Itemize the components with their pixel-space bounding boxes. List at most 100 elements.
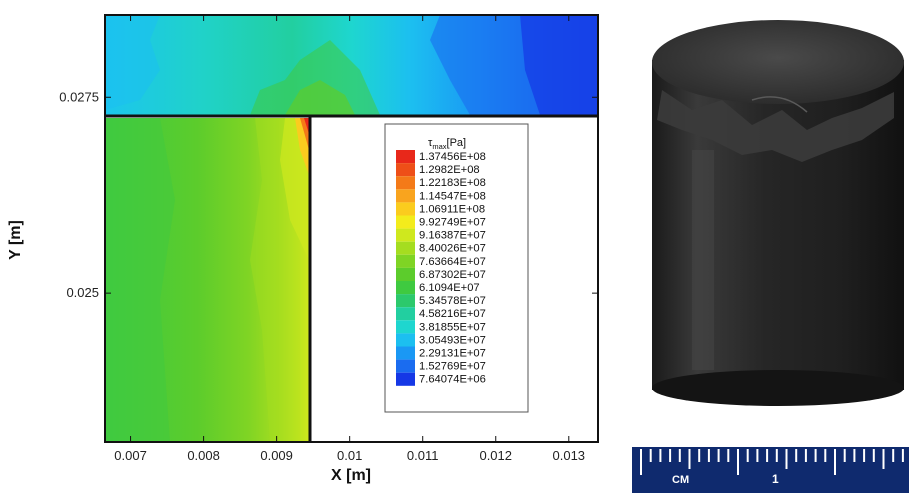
ruler-tick — [872, 449, 875, 462]
legend-label: 1.52769E+07 — [419, 361, 486, 373]
legend-swatch — [396, 307, 415, 321]
legend-swatch — [396, 189, 415, 203]
legend-swatch — [396, 241, 415, 255]
ruler-tick — [756, 449, 759, 462]
ruler-tick — [707, 449, 710, 462]
legend-swatch — [396, 372, 415, 386]
ruler-tick — [901, 449, 904, 462]
legend: τmax[Pa] 1.37456E+081.2982E+081.22183E+0… — [384, 123, 529, 413]
legend-label: 7.64074E+06 — [419, 374, 486, 386]
legend-label: 1.37456E+08 — [419, 151, 486, 163]
legend-label: 1.14547E+08 — [419, 190, 486, 202]
legend-swatch — [396, 320, 415, 334]
legend-label: 2.29131E+07 — [419, 348, 486, 360]
legend-label: 3.81855E+07 — [419, 321, 486, 333]
specimen-bottom — [652, 370, 904, 406]
x-axis-label: X [m] — [331, 467, 371, 484]
contour-plot: 0.007 0.008 0.009 0.01 0.011 0.012 0.013 0.027… — [7, 14, 599, 484]
specimen-highlight — [692, 150, 714, 370]
ruler-tick — [804, 449, 807, 462]
legend-label: 1.22183E+08 — [419, 177, 486, 189]
ruler-number-label: 1 — [772, 472, 779, 486]
legend-swatch — [396, 150, 415, 164]
legend-swatch — [396, 163, 415, 177]
legend-label: 9.92749E+07 — [419, 217, 486, 229]
x-tick-label: 0.012 — [479, 448, 512, 463]
contour-band-top-2 — [250, 40, 380, 115]
legend-swatch — [396, 333, 415, 347]
y-axis-label: Y [m] — [7, 220, 24, 260]
legend-label: 6.87302E+07 — [419, 269, 486, 281]
specimen-photo: CM 1 — [632, 20, 909, 493]
ruler-tick — [727, 449, 730, 462]
y-axis: 0.0275 0.025 — [59, 89, 598, 300]
legend-swatch — [396, 281, 415, 295]
ruler-tick — [698, 449, 701, 462]
legend-swatch — [396, 215, 415, 229]
ruler-tick — [882, 449, 885, 469]
x-tick-label: 0.009 — [260, 448, 293, 463]
contour-field — [105, 15, 598, 442]
x-tick-label: 0.01 — [337, 448, 362, 463]
legend-title-main: τ — [428, 137, 433, 149]
y-tick-label: 0.0275 — [59, 89, 99, 104]
legend-items: 1.37456E+081.2982E+081.22183E+081.14547E… — [396, 150, 486, 386]
ruler-tick — [892, 449, 895, 462]
contour-band-bottom-6 — [304, 118, 309, 134]
x-tick-label: 0.013 — [553, 448, 586, 463]
y-tick-label: 0.025 — [66, 285, 99, 300]
plot-frame — [104, 14, 599, 443]
ruler-background — [632, 447, 909, 493]
specimen-top-face — [652, 20, 904, 104]
ruler-tick — [863, 449, 866, 462]
x-axis: 0.007 0.008 0.009 0.01 0.011 0.012 0.013 — [114, 15, 585, 463]
ruler-tick — [649, 449, 652, 462]
ruler-tick — [717, 449, 720, 462]
legend-label: 4.58216E+07 — [419, 308, 486, 320]
legend-swatch — [396, 176, 415, 190]
legend-label: 3.05493E+07 — [419, 334, 486, 346]
contour-band-bottom-1 — [105, 118, 175, 442]
x-tick-label: 0.007 — [114, 448, 147, 463]
legend-swatch — [396, 294, 415, 308]
ruler-unit-label: CM — [672, 474, 689, 486]
legend-label: 1.06911E+08 — [419, 203, 485, 215]
legend-label: 6.1094E+07 — [419, 282, 480, 294]
legend-label: 7.63664E+07 — [419, 256, 486, 268]
ruler-tick — [834, 449, 836, 475]
contour-band-top-5 — [520, 15, 598, 115]
ruler-tick — [814, 449, 817, 462]
ruler-tick — [843, 449, 846, 462]
legend-title-sub: max — [432, 142, 446, 151]
ruler-tick — [669, 449, 672, 462]
x-tick-label: 0.011 — [407, 448, 439, 463]
ruler-tick — [824, 449, 827, 462]
ruler-tick — [853, 449, 856, 462]
legend-swatch — [396, 228, 415, 242]
legend-swatch — [396, 359, 415, 373]
specimen-crack — [751, 96, 808, 113]
ruler-tick — [785, 449, 788, 469]
legend-label: 8.40026E+07 — [419, 243, 486, 255]
specimen-fractured-rim — [657, 90, 894, 162]
cm-ruler: CM 1 — [632, 447, 909, 493]
ruler-tick — [688, 449, 691, 469]
legend-swatch — [396, 254, 415, 268]
ruler-tick — [766, 449, 769, 462]
legend-label: 9.16387E+07 — [419, 230, 486, 242]
ruler-tick — [659, 449, 662, 462]
ruler-tick — [746, 449, 749, 462]
legend-title-unit: [Pa] — [447, 137, 467, 149]
x-tick-label: 0.008 — [187, 448, 220, 463]
ruler-tick — [640, 449, 642, 475]
ruler-ticks — [640, 449, 904, 475]
contour-band-top-1 — [105, 15, 160, 110]
legend-label: 1.2982E+08 — [419, 164, 480, 176]
specimen-cylinder — [652, 20, 904, 406]
legend-title: τmax[Pa] — [428, 137, 466, 151]
contour-band-top-3 — [285, 80, 355, 115]
legend-swatch — [396, 267, 415, 281]
ruler-tick — [775, 449, 778, 462]
legend-swatch — [396, 346, 415, 360]
legend-label: 5.34578E+07 — [419, 295, 486, 307]
